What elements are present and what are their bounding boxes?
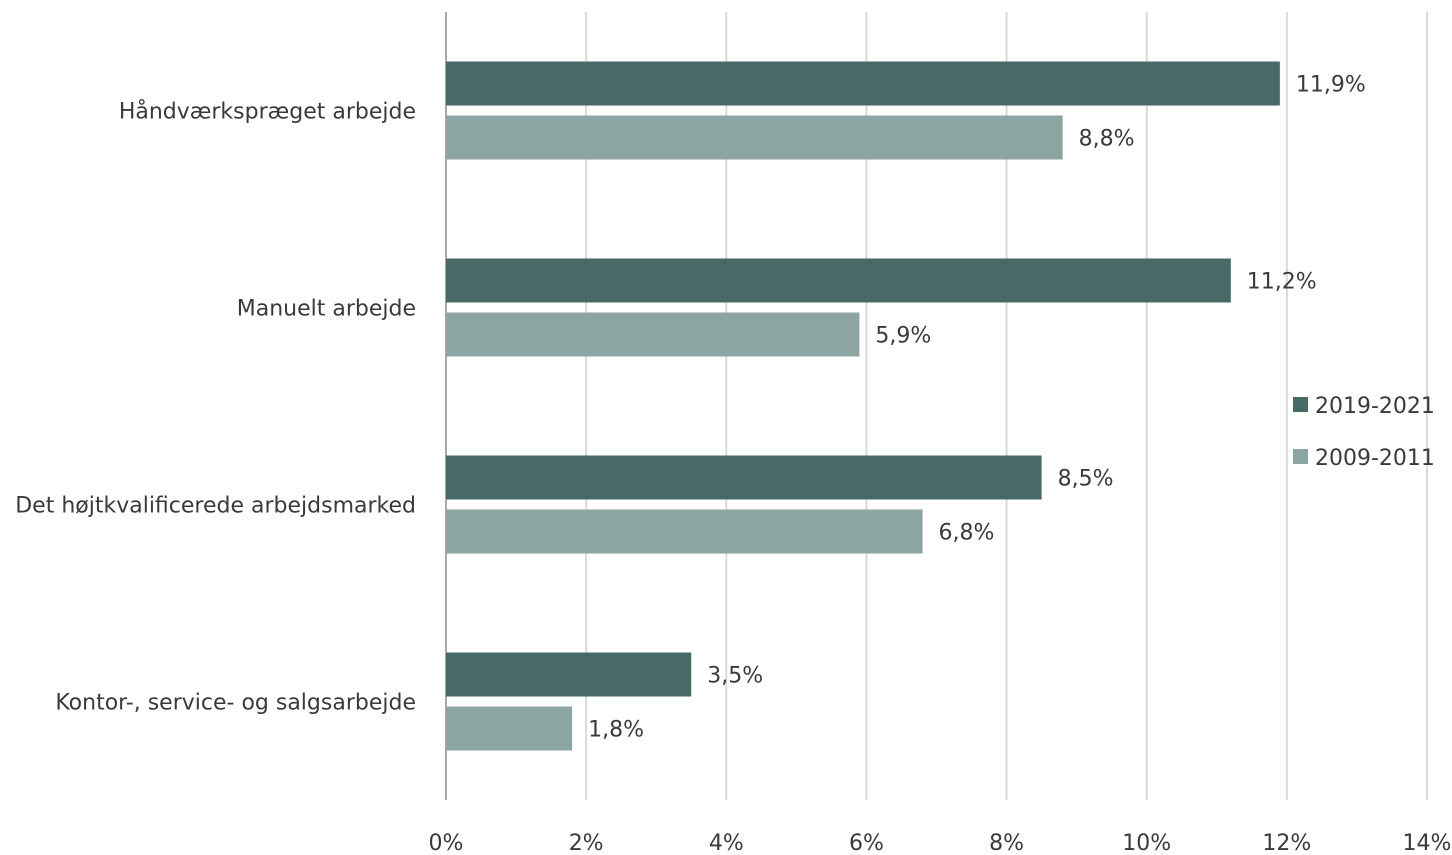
data-label: 11,9% (1296, 73, 1366, 98)
x-tick-label: 8% (989, 831, 1024, 855)
bar-2019-2021 (446, 258, 1231, 303)
data-label: 11,2% (1247, 270, 1317, 295)
legend-swatch (1293, 397, 1308, 412)
bar-2019-2021 (446, 61, 1280, 106)
legend-swatch (1293, 449, 1308, 464)
x-tick-label: 14% (1403, 831, 1452, 855)
x-tick-label: 10% (1122, 831, 1171, 855)
x-tick-label: 12% (1262, 831, 1311, 855)
x-tick-label: 4% (709, 831, 744, 855)
bar-2009-2011 (446, 115, 1063, 160)
data-label: 5,9% (875, 324, 931, 349)
bar-2009-2011 (446, 509, 923, 554)
category-label: Det højtkvalificerede arbejdsmarked (15, 494, 416, 519)
bar-2009-2011 (446, 706, 573, 751)
x-tick-label: 0% (429, 831, 464, 855)
data-label: 3,5% (707, 664, 763, 689)
legend-label: 2019-2021 (1315, 394, 1435, 419)
bar-2009-2011 (446, 312, 860, 357)
data-label: 8,5% (1058, 467, 1114, 492)
bar-2019-2021 (446, 455, 1042, 500)
category-label: Kontor-, service- og salgsarbejde (55, 691, 416, 716)
legend-label: 2009-2011 (1315, 446, 1435, 471)
category-label: Manuelt arbejde (237, 297, 416, 322)
bar-2019-2021 (446, 652, 692, 697)
category-label: Håndværkspræget arbejde (119, 99, 416, 125)
data-label: 8,8% (1079, 127, 1135, 152)
x-tick-label: 2% (569, 831, 604, 855)
data-label: 6,8% (938, 521, 994, 546)
x-tick-label: 6% (849, 831, 884, 855)
data-label: 1,8% (588, 718, 644, 743)
